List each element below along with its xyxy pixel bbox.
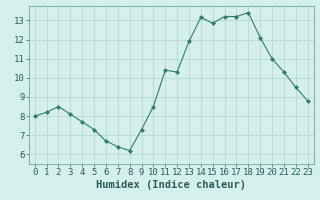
X-axis label: Humidex (Indice chaleur): Humidex (Indice chaleur) [96,180,246,190]
